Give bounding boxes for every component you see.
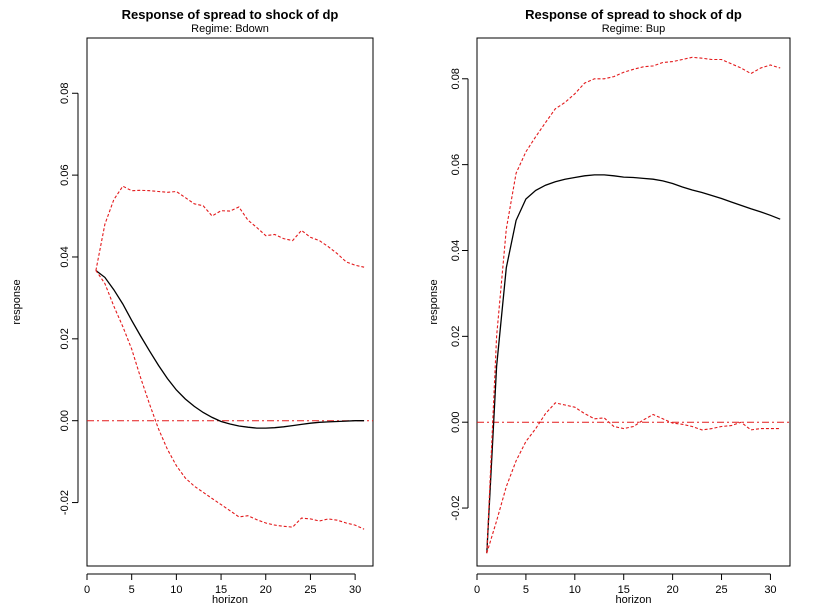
y-tick-label: 0.02 [450, 326, 462, 347]
chart-subtitle: Regime: Bup [602, 23, 666, 35]
confidence-band-lower-line [486, 402, 781, 554]
y-tick-label: 0.00 [59, 410, 71, 431]
y-tick-label: 0.06 [450, 154, 462, 175]
chart-subtitle: Regime: Bdown [191, 23, 269, 35]
confidence-band-upper-line [95, 185, 365, 271]
y-tick-label: -0.02 [450, 496, 462, 521]
x-tick-label: 25 [715, 584, 727, 596]
impulse-response-line [486, 174, 781, 554]
x-tick-label: 30 [764, 584, 776, 596]
x-tick-label: 20 [667, 584, 679, 596]
y-tick-label: 0.04 [59, 246, 71, 267]
y-tick-label: 0.00 [450, 411, 462, 432]
x-tick-label: 5 [523, 584, 529, 596]
y-tick-label: 0.08 [450, 68, 462, 89]
chart-title: Response of spread to shock of dp [525, 7, 742, 22]
x-tick-label: 15 [618, 584, 630, 596]
y-axis-label: response [11, 279, 23, 324]
chart-panel-1: Response of spread to shock of dpRegime:… [11, 7, 374, 606]
x-tick-label: 10 [170, 584, 182, 596]
x-tick-label: 20 [260, 584, 272, 596]
confidence-band-upper-line [486, 56, 781, 554]
x-tick-label: 0 [474, 584, 480, 596]
x-tick-label: 30 [349, 584, 361, 596]
y-axis-label: response [428, 279, 440, 324]
y-tick-label: 0.08 [59, 83, 71, 104]
y-tick-label: 0.02 [59, 328, 71, 349]
y-tick-label: -0.02 [59, 490, 71, 515]
x-tick-label: 10 [569, 584, 581, 596]
impulse-response-line [95, 269, 365, 429]
x-tick-label: 15 [215, 584, 227, 596]
y-tick-label: 0.06 [59, 164, 71, 185]
x-tick-label: 25 [304, 584, 316, 596]
plot-frame [476, 37, 791, 567]
x-axis-label: horizon [615, 594, 651, 606]
plot-frame [86, 37, 374, 567]
y-tick-label: 0.04 [450, 240, 462, 261]
x-axis-label: horizon [212, 594, 248, 606]
chart-title: Response of spread to shock of dp [122, 7, 339, 22]
x-tick-label: 5 [129, 584, 135, 596]
confidence-band-lower-line [95, 270, 365, 530]
chart-panel-2: Response of spread to shock of dpRegime:… [428, 7, 791, 606]
x-tick-label: 0 [84, 584, 90, 596]
